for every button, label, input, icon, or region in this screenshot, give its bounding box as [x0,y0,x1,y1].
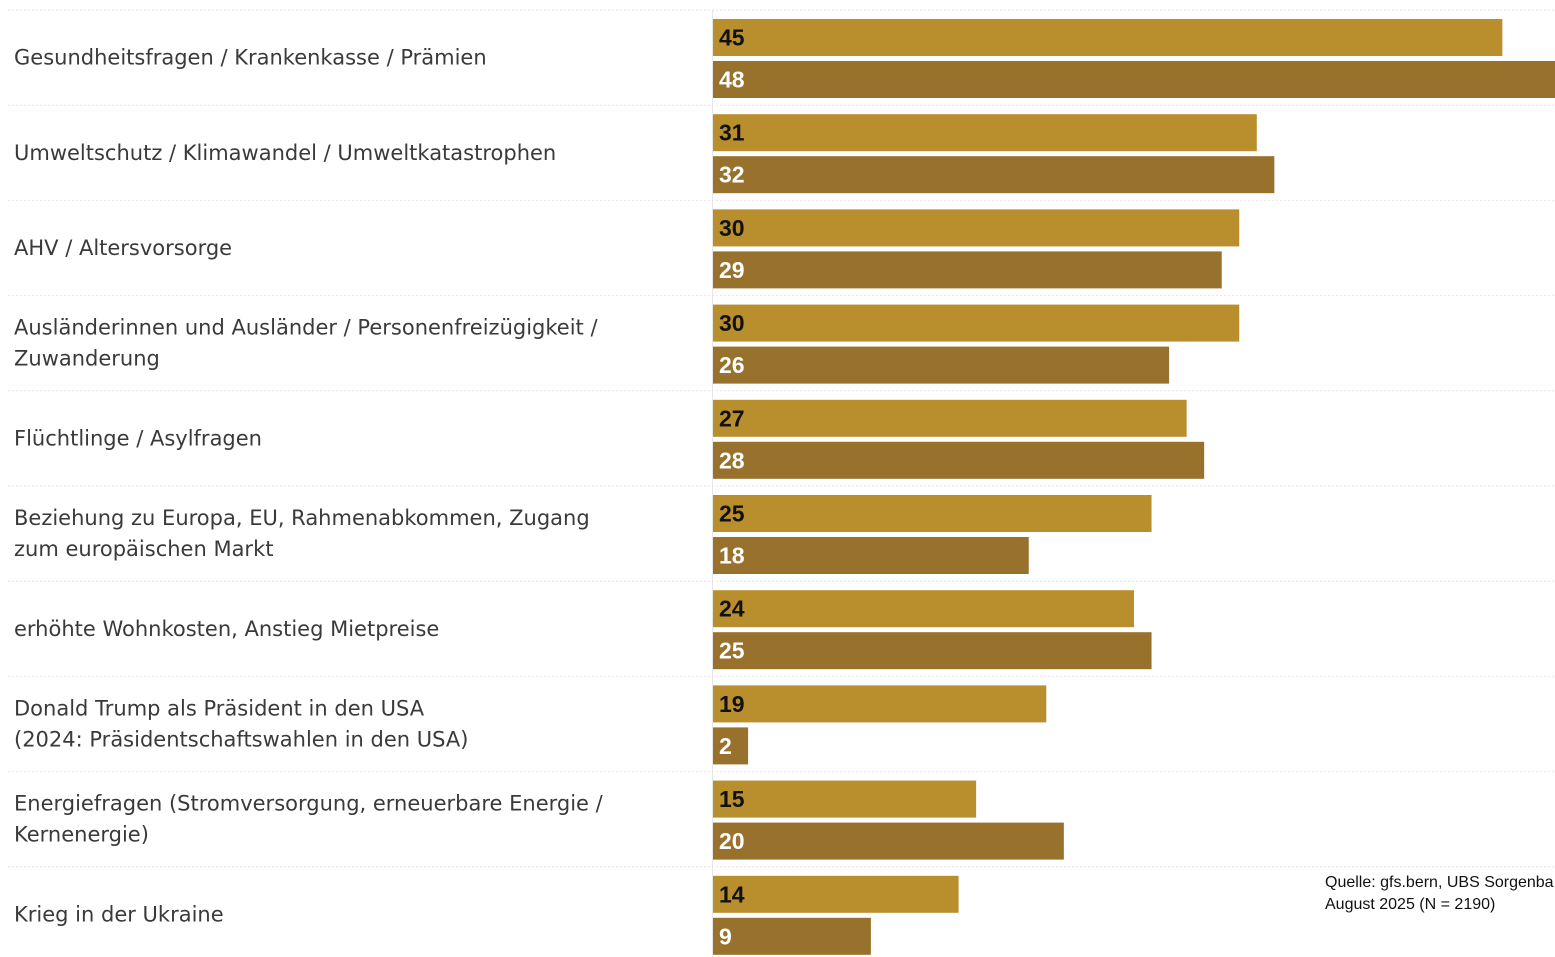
source-note: Quelle: gfs.bern, UBS Sorgenba August 20… [1325,872,1555,916]
data-label: 31 [719,120,745,146]
category-label: Energiefragen (Stromversorgung, erneuerb… [14,792,604,816]
bar [713,917,871,955]
category-label: Umweltschutz / Klimawandel / Umweltkatas… [14,141,556,165]
data-label: 19 [719,691,745,717]
bar [713,632,1152,670]
bar [713,156,1275,194]
bar [713,251,1222,289]
data-label: 28 [719,447,745,473]
data-label: 25 [719,638,745,664]
source-line-1: Quelle: gfs.bern, UBS Sorgenba [1325,874,1554,891]
category-label: Beziehung zu Europa, EU, Rahmenabkommen,… [14,506,590,530]
bar [713,346,1170,384]
source-line-2: August 2025 (N = 2190) [1325,896,1496,913]
category-label: Gesundheitsfragen / Krankenkasse / Prämi… [14,46,487,70]
bar [713,537,1029,574]
data-label: 26 [719,352,745,378]
bar [713,495,1152,532]
bar [713,822,1064,860]
data-label: 29 [719,257,745,283]
category-label: Donald Trump als Präsident in den USA [14,697,425,721]
bars [713,19,1555,955]
data-label: 25 [719,501,745,527]
category-label: AHV / Altersvorsorge [14,236,232,260]
bar [713,114,1257,152]
bar [713,780,977,818]
category-label: Ausländerinnen und Ausländer / Personenf… [14,316,598,340]
row-separators [8,9,1555,868]
bar [713,304,1240,342]
category-labels: Gesundheitsfragen / Krankenkasse / Prämi… [14,46,604,927]
bar [713,590,1134,628]
category-label: Kernenergie) [14,823,149,847]
value-labels: 45 31 30 30 27 25 24 19 15 14 48 32 29 26 28 18 25 2 20 9 [719,25,745,950]
data-label: 14 [719,881,745,907]
data-label: 32 [719,162,745,188]
bar [713,875,959,913]
data-label: 30 [719,215,745,241]
category-label: zum europäischen Markt [14,537,273,561]
data-label: 45 [719,25,745,51]
data-label: 48 [719,67,745,93]
bar [713,685,1047,723]
category-label: (2024: Präsidentschaftswahlen in den USA… [14,728,468,752]
category-label: Flüchtlinge / Asylfragen [14,426,262,450]
data-label: 15 [719,786,745,812]
data-label: 24 [719,596,745,622]
data-label: 20 [719,828,745,854]
bar [713,399,1187,437]
category-label: erhöhte Wohnkosten, Anstieg Mietpreise [14,617,439,641]
bar [713,727,749,765]
bar [713,209,1240,247]
bar [713,19,1503,56]
data-label: 9 [719,923,732,949]
bar [713,61,1555,98]
data-label: 27 [719,405,745,431]
data-label: 2 [719,733,732,759]
category-label: Zuwanderung [14,347,160,371]
category-label: Krieg in der Ukraine [14,902,224,926]
bar [713,441,1205,479]
data-label: 18 [719,543,745,569]
data-label: 30 [719,310,745,336]
